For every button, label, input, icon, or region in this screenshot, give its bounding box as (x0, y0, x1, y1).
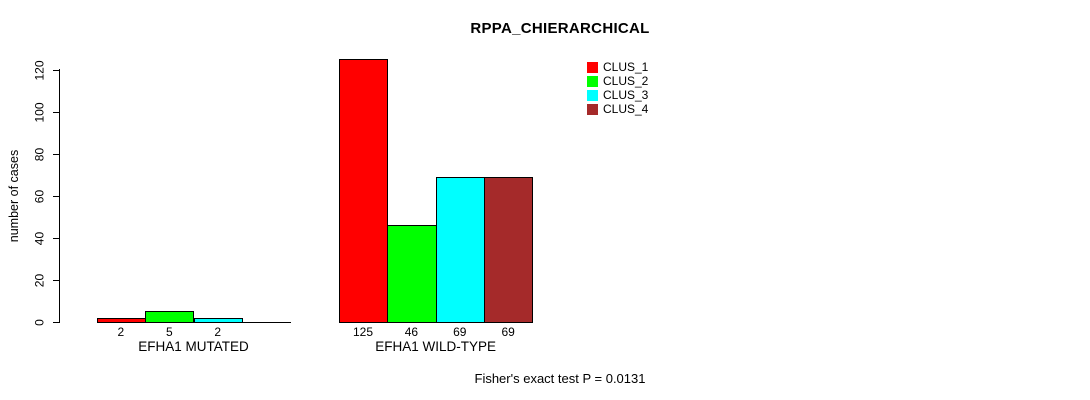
legend-item-clus_4: CLUS_4 (587, 102, 649, 116)
category-label-wild-type: EFHA1 WILD-TYPE (375, 339, 496, 354)
bar-clus_2-mutated (145, 311, 195, 323)
legend-swatch-icon (587, 76, 598, 87)
bar-clus_4-zero (241, 322, 292, 323)
bar-value-label: 69 (501, 325, 515, 339)
y-axis-tick (53, 70, 59, 71)
legend-swatch-icon (587, 62, 598, 73)
y-axis-tick (53, 154, 59, 155)
legend: CLUS_1 CLUS_2 CLUS_3 CLUS_4 (587, 60, 649, 118)
y-axis-tick-label: 100 (32, 101, 47, 123)
legend-label: CLUS_2 (603, 74, 649, 88)
legend-item-clus_3: CLUS_3 (587, 88, 649, 102)
y-axis-tick-label: 20 (32, 273, 47, 287)
category-label-mutated: EFHA1 MUTATED (138, 339, 249, 354)
bar-value-label: 2 (214, 325, 222, 339)
y-axis-tick-label: 40 (32, 231, 47, 245)
bar-value-label: 69 (453, 325, 467, 339)
bar-clus_1-wild-type (338, 59, 389, 323)
bar-clus_2-wild-type (387, 225, 437, 323)
fisher-test-annotation: Fisher's exact test P = 0.0131 (474, 371, 646, 386)
y-axis-tick (53, 238, 59, 239)
bar-value-label: 2 (117, 325, 125, 339)
legend-swatch-icon (587, 104, 598, 115)
bar-clus_1-mutated (96, 318, 147, 323)
bar-clus_4-wild-type (484, 177, 534, 323)
legend-item-clus_2: CLUS_2 (587, 74, 649, 88)
chart-title: RPPA_CHIERARCHICAL (470, 20, 650, 37)
y-axis-tick-label: 60 (32, 189, 47, 203)
bar-value-label: 46 (404, 325, 419, 339)
y-axis-tick (53, 112, 59, 113)
y-axis-tick (53, 280, 59, 281)
y-axis-tick-label: 80 (32, 147, 47, 161)
y-axis-tick (53, 196, 59, 197)
legend-swatch-icon (587, 90, 598, 101)
legend-label: CLUS_3 (603, 88, 649, 102)
bar-value-label: 5 (165, 325, 173, 339)
y-axis-title: number of cases (7, 149, 21, 243)
y-axis-tick (53, 322, 59, 323)
y-axis-tick-label: 120 (32, 59, 47, 81)
legend-label: CLUS_1 (603, 60, 649, 74)
legend-item-clus_1: CLUS_1 (587, 60, 649, 74)
bar-value-label: 125 (352, 325, 374, 339)
legend-label: CLUS_4 (603, 102, 649, 116)
y-axis-line (59, 69, 60, 323)
y-axis-tick-label: 0 (32, 318, 47, 326)
bar-clus_3-wild-type (435, 177, 485, 323)
bar-clus_3-mutated (193, 318, 243, 323)
